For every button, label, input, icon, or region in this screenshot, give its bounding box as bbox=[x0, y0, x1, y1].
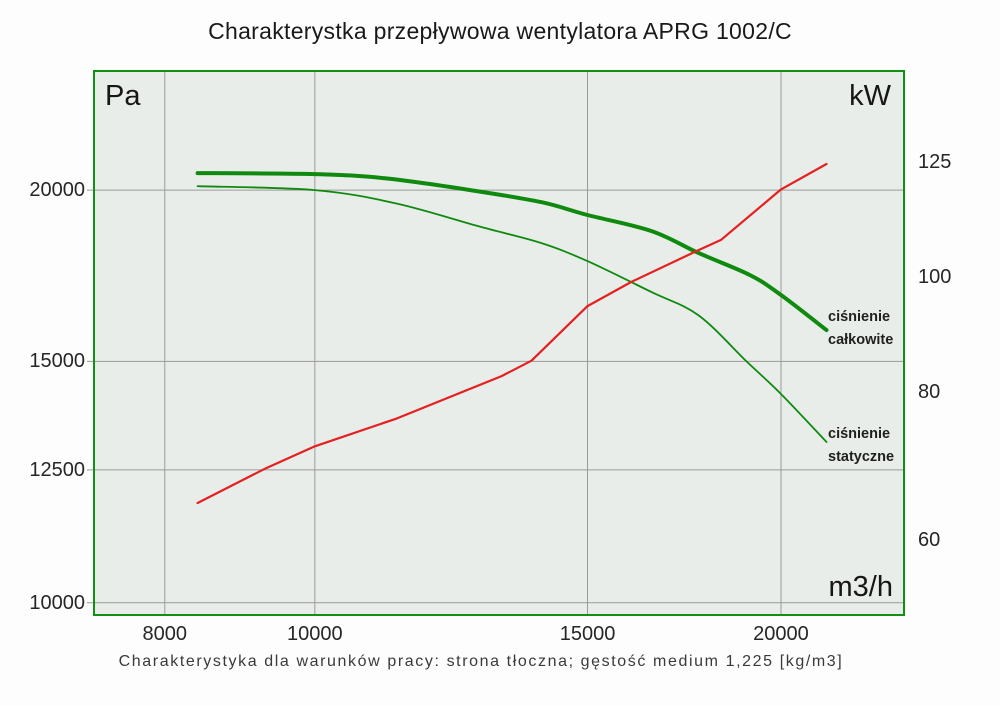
left-axis-tick-label: 10000 bbox=[29, 591, 85, 614]
series-curve-0 bbox=[195, 171, 829, 333]
right-axis-tick-label: 125 bbox=[918, 150, 952, 173]
x-axis-tick-label: 10000 bbox=[287, 623, 343, 645]
series-curve-2 bbox=[196, 162, 828, 505]
x-axis-tick-label: 15000 bbox=[559, 623, 616, 645]
chart-title: Charakterystka przepływowa wentylatora A… bbox=[208, 18, 792, 44]
right-axis-unit: kW bbox=[849, 80, 891, 112]
right-axis-tick-label: 100 bbox=[918, 265, 952, 288]
x-axis-tick-label: 20000 bbox=[753, 623, 809, 645]
right-axis-tick-label: 60 bbox=[918, 529, 941, 552]
legend-total-line1: ciśnienie bbox=[828, 309, 891, 325]
legend-static-line1: ciśnienie bbox=[828, 426, 891, 442]
legend-total-line2: całkowite bbox=[828, 331, 894, 348]
right-axis-tick-label: 80 bbox=[918, 380, 941, 403]
curves-svg bbox=[87, 70, 905, 616]
left-axis-tick-label: 20000 bbox=[29, 179, 85, 202]
plot-border bbox=[93, 70, 905, 616]
series-curve-1 bbox=[196, 185, 828, 443]
left-axis-unit: Pa bbox=[105, 80, 141, 112]
left-axis-tick-label: 15000 bbox=[29, 350, 85, 373]
left-axis-tick-label: 12500 bbox=[29, 458, 85, 481]
x-axis-tick-label: 8000 bbox=[142, 623, 188, 645]
plot-area: Pa kW m3/h bbox=[87, 70, 905, 616]
legend-static-line2: statyczne bbox=[828, 448, 895, 465]
chart-caption: Charakterystyka dla warunków pracy: stro… bbox=[118, 653, 844, 670]
x-axis-unit: m3/h bbox=[828, 571, 893, 603]
legend-total-pressure: ciśnienie całkowite bbox=[828, 306, 893, 351]
legend-static-pressure: ciśnienie statyczne bbox=[828, 423, 894, 468]
